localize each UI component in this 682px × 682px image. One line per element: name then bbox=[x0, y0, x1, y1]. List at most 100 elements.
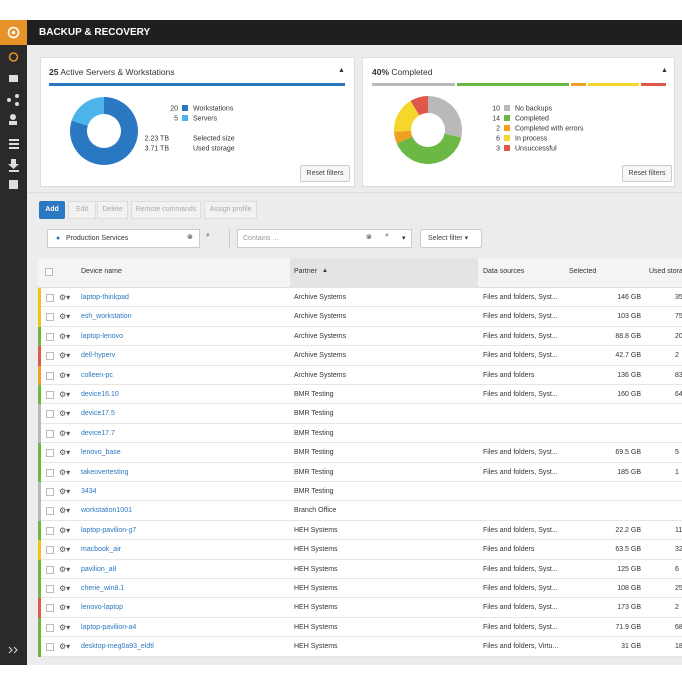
donut-slice bbox=[410, 96, 428, 116]
row-menu[interactable]: ⚙▾ bbox=[59, 312, 71, 322]
row-checkbox[interactable] bbox=[46, 643, 54, 652]
toolbar-button[interactable]: Edit bbox=[68, 201, 96, 219]
reset-button[interactable]: Reset filters bbox=[622, 165, 672, 182]
row-menu[interactable]: ⚙▾ bbox=[59, 331, 71, 341]
row-menu[interactable]: ⚙▾ bbox=[59, 564, 71, 574]
partner: HEH Systems bbox=[294, 526, 338, 534]
select-all[interactable] bbox=[45, 268, 53, 276]
selected-size: 63.5 GB bbox=[615, 546, 641, 554]
row-checkbox[interactable] bbox=[46, 352, 54, 361]
device-name: device17.7 bbox=[81, 429, 115, 437]
data-sources: Files and folders bbox=[483, 546, 535, 554]
toolbar-button[interactable]: Delete bbox=[97, 201, 128, 219]
status-indicator bbox=[38, 404, 41, 424]
partner: HEH Systems bbox=[294, 643, 338, 651]
row-checkbox[interactable] bbox=[46, 410, 54, 419]
used-storage: 5 bbox=[675, 449, 679, 457]
row-menu[interactable]: ⚙▾ bbox=[59, 409, 71, 419]
row-menu[interactable]: ⚙▾ bbox=[59, 506, 71, 516]
row-checkbox[interactable] bbox=[46, 623, 54, 632]
row-checkbox[interactable] bbox=[46, 565, 54, 574]
filter-select[interactable]: Select filter ▾ bbox=[420, 229, 482, 248]
legend-value: 3 bbox=[496, 146, 500, 153]
reset-button[interactable]: Reset filters bbox=[300, 165, 350, 182]
partner: BMR Testing bbox=[294, 488, 334, 495]
row-menu[interactable]: ⚙▾ bbox=[59, 525, 71, 535]
legend-value: 10 bbox=[492, 106, 500, 113]
search-box[interactable] bbox=[237, 229, 412, 248]
row-checkbox[interactable] bbox=[46, 294, 54, 302]
row-menu[interactable]: ⚙▾ bbox=[59, 390, 71, 399]
partner: Archive Systems bbox=[294, 352, 347, 360]
device-name: dell-hyperv bbox=[81, 352, 116, 360]
toolbar-button[interactable]: Add bbox=[39, 201, 65, 219]
used-storage: 68 bbox=[675, 623, 682, 631]
panel-count: 25 bbox=[49, 67, 59, 77]
row-menu[interactable]: ⚙▾ bbox=[59, 428, 71, 438]
selected-size: 71.9 GB bbox=[615, 623, 641, 631]
row-checkbox[interactable] bbox=[46, 449, 54, 458]
row-menu[interactable]: ⚙▾ bbox=[59, 603, 71, 613]
row-checkbox[interactable] bbox=[46, 371, 54, 380]
table-row bbox=[38, 520, 682, 541]
partner: Archive Systems bbox=[294, 332, 347, 340]
header-bar bbox=[0, 20, 682, 45]
status-bar bbox=[372, 83, 666, 86]
table-row bbox=[38, 462, 682, 482]
row-menu[interactable]: ⚙▾ bbox=[59, 351, 71, 361]
used-storage: 1 bbox=[675, 468, 679, 476]
toolbar-button[interactable]: Assign profile bbox=[204, 201, 257, 219]
partner: Archive Systems bbox=[294, 313, 347, 321]
collapse-icon[interactable]: ▲ bbox=[661, 67, 668, 74]
used-storage: 18 bbox=[675, 643, 682, 651]
logo[interactable] bbox=[0, 20, 27, 45]
row-menu[interactable]: ⚙▾ bbox=[59, 642, 71, 652]
legend-label: Servers bbox=[193, 116, 218, 123]
data-sources: Files and folders, Syst... bbox=[483, 585, 558, 592]
partner: HEH Systems bbox=[294, 546, 338, 554]
toolbar-button[interactable]: Remote commands bbox=[131, 201, 201, 219]
data-sources: Files and folders, Syst... bbox=[483, 332, 558, 340]
row-checkbox[interactable] bbox=[46, 429, 54, 438]
status-bar bbox=[49, 83, 345, 86]
column-header[interactable]: Data sources bbox=[483, 268, 525, 275]
row-menu[interactable]: ⚙▾ bbox=[59, 487, 71, 496]
device-name: laptop-pavilion-a4 bbox=[81, 623, 137, 631]
column-header[interactable]: Device name bbox=[81, 268, 122, 275]
status-indicator bbox=[38, 307, 41, 327]
row-menu[interactable]: ⚙▾ bbox=[59, 370, 71, 380]
row-checkbox[interactable] bbox=[46, 526, 54, 535]
row-menu[interactable]: ⚙▾ bbox=[59, 584, 71, 593]
row-menu[interactable]: ⚙▾ bbox=[59, 293, 71, 302]
row-menu[interactable]: ⚙▾ bbox=[59, 622, 71, 632]
row-checkbox[interactable] bbox=[46, 332, 54, 341]
status-indicator bbox=[38, 443, 41, 463]
row-menu[interactable]: ⚙▾ bbox=[59, 448, 71, 458]
used-storage: 32 bbox=[675, 546, 682, 554]
row-menu[interactable]: ⚙▾ bbox=[59, 467, 71, 477]
donut-slice bbox=[394, 130, 413, 144]
column-header[interactable]: Partner bbox=[294, 268, 317, 275]
row-checkbox[interactable] bbox=[46, 507, 54, 516]
column-header[interactable]: Selected bbox=[569, 268, 597, 275]
row-checkbox[interactable] bbox=[46, 468, 54, 477]
row-checkbox[interactable] bbox=[46, 604, 54, 613]
status-indicator bbox=[38, 482, 41, 502]
collapse-icon[interactable]: ▲ bbox=[338, 67, 345, 74]
row-checkbox[interactable] bbox=[46, 391, 54, 399]
donut-slice bbox=[394, 100, 420, 132]
row-checkbox[interactable] bbox=[46, 546, 54, 555]
status-indicator bbox=[38, 617, 41, 638]
device-name: lenovo-laptop bbox=[81, 604, 124, 612]
row-checkbox[interactable] bbox=[46, 488, 54, 496]
column-header[interactable]: Used storage bbox=[649, 268, 682, 275]
row-menu[interactable]: ⚙▾ bbox=[59, 545, 71, 555]
status-indicator bbox=[38, 598, 41, 618]
row-checkbox[interactable] bbox=[46, 585, 54, 593]
device-name: laptop-pavilion-g7 bbox=[81, 526, 137, 534]
status-indicator bbox=[38, 385, 41, 405]
customer-select[interactable] bbox=[47, 229, 200, 248]
legend-label: Completed bbox=[515, 116, 549, 123]
row-checkbox[interactable] bbox=[46, 313, 54, 322]
